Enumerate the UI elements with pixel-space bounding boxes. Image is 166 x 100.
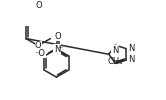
Text: CH₃: CH₃ [108,57,123,66]
Text: +: + [57,45,62,50]
Text: N: N [128,44,134,53]
Text: O: O [35,41,42,50]
Text: O: O [54,32,61,41]
Text: N: N [54,45,60,54]
Text: O: O [36,1,42,10]
Text: N: N [112,46,119,55]
Text: N: N [128,55,134,64]
Text: ⁻O: ⁻O [34,49,45,58]
